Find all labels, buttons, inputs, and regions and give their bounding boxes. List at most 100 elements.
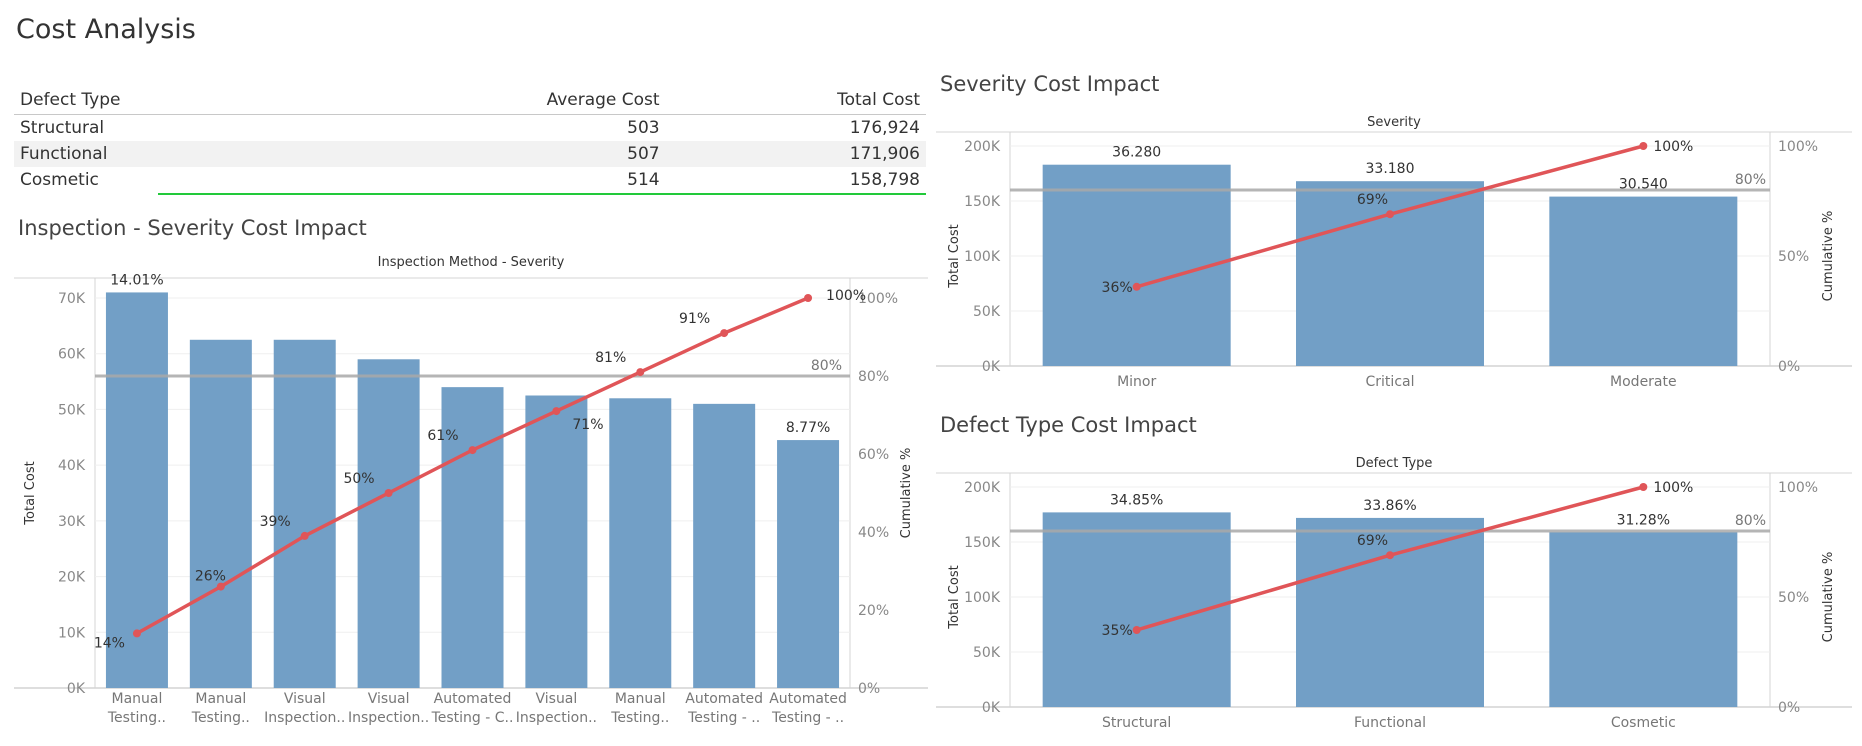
cumulative-point bbox=[804, 294, 813, 302]
bar-data-label: 33.86% bbox=[1363, 498, 1416, 514]
section-title-inspection: Inspection - Severity Cost Impact bbox=[18, 216, 367, 240]
cumulative-point bbox=[1639, 142, 1648, 150]
table-row[interactable]: Cosmetic 514 158,798 bbox=[14, 167, 926, 193]
table-cell-average-cost: 503 bbox=[627, 118, 660, 138]
table-cell-total-cost: 158,798 bbox=[849, 170, 920, 190]
category-label: Inspection.. bbox=[348, 710, 429, 726]
y2-tick-label: 40% bbox=[858, 525, 889, 541]
y2-axis-title: Cumulative % bbox=[899, 448, 914, 539]
pareto-chart-severity[interactable]: Severity 0K 50K 100K 150K 200K 0% 50% 100% Total … bbox=[936, 115, 1852, 390]
table-header-row: Defect Type Average Cost Total Cost bbox=[14, 86, 926, 115]
category-label: Visual bbox=[535, 691, 577, 707]
y2-tick-label: 100% bbox=[858, 291, 898, 307]
bar bbox=[441, 387, 504, 688]
cumulative-point bbox=[468, 446, 477, 455]
column-header-defect-type[interactable]: Defect Type bbox=[14, 86, 323, 115]
table-cell-total-cost: 176,924 bbox=[849, 118, 920, 138]
category-label: Critical bbox=[1366, 374, 1415, 390]
table-row[interactable]: Structural 503 176,924 bbox=[14, 115, 926, 142]
y2-tick-label: 0% bbox=[858, 681, 880, 697]
cumulative-point bbox=[636, 368, 645, 377]
y-tick-label: 100K bbox=[964, 590, 1001, 606]
category-label: Automated bbox=[769, 691, 847, 707]
cumulative-label: 50% bbox=[343, 471, 374, 487]
category-label: Structural bbox=[1102, 715, 1171, 731]
bar bbox=[357, 359, 420, 688]
y-tick-label: 60K bbox=[58, 347, 86, 363]
cumulative-label: 61% bbox=[427, 428, 458, 444]
cumulative-point bbox=[1132, 282, 1141, 291]
y-tick-label: 50K bbox=[973, 304, 1001, 320]
cumulative-label: 100% bbox=[826, 288, 866, 304]
y2-tick-label: 0% bbox=[1778, 359, 1800, 375]
bar bbox=[693, 403, 756, 688]
cumulative-point bbox=[720, 329, 729, 338]
cumulative-label: 14% bbox=[94, 635, 125, 651]
cumulative-label: 35% bbox=[1102, 623, 1133, 639]
y-tick-label: 200K bbox=[964, 139, 1001, 155]
y-tick-label: 0K bbox=[67, 681, 86, 697]
pareto-chart-defect-type[interactable]: Defect Type 0K 50K 100K 150K 200K 0% 50% 100% Tot… bbox=[936, 456, 1852, 731]
bar bbox=[273, 339, 336, 688]
column-header-total-cost[interactable]: Total Cost bbox=[665, 86, 926, 115]
y2-tick-label: 100% bbox=[1778, 480, 1818, 496]
cumulative-label: 71% bbox=[572, 417, 603, 433]
bar-data-label: 14.01% bbox=[110, 272, 163, 288]
category-label: Visual bbox=[284, 691, 326, 707]
y-axis-title: Total Cost bbox=[23, 461, 38, 525]
table-cell-defect-type: Functional bbox=[14, 141, 323, 167]
cumulative-point bbox=[1639, 483, 1648, 491]
category-label: Manual bbox=[195, 691, 246, 707]
cumulative-point bbox=[552, 407, 561, 416]
bar-data-label: 36.280 bbox=[1112, 145, 1161, 161]
cumulative-label: 36% bbox=[1102, 280, 1133, 296]
y2-axis-title: Cumulative % bbox=[1821, 552, 1836, 643]
bar bbox=[1296, 181, 1484, 366]
cumulative-point bbox=[1386, 210, 1394, 219]
y-tick-label: 100K bbox=[964, 249, 1001, 265]
y-tick-label: 70K bbox=[58, 291, 86, 307]
bar bbox=[1042, 164, 1231, 366]
bar bbox=[1296, 517, 1484, 707]
bar-data-label: 34.85% bbox=[1110, 492, 1163, 508]
table-cell-total-cost: 171,906 bbox=[665, 141, 926, 167]
category-label: Automated bbox=[434, 691, 512, 707]
pareto-chart-inspection[interactable]: Inspection Method - Severity 0K 10K 20K 30K 4… bbox=[14, 255, 928, 726]
cumulative-label: 39% bbox=[260, 514, 291, 530]
bar bbox=[1549, 196, 1738, 366]
y-tick-label: 150K bbox=[964, 194, 1001, 210]
table-row[interactable]: Functional 507 171,906 bbox=[14, 141, 926, 167]
cumulative-label: 91% bbox=[679, 311, 710, 327]
reference-line-label: 80% bbox=[1735, 172, 1766, 188]
category-label: Visual bbox=[368, 691, 410, 707]
category-label: Cosmetic bbox=[1611, 715, 1676, 731]
y2-tick-label: 50% bbox=[1778, 590, 1809, 606]
column-header-average-cost[interactable]: Average Cost bbox=[322, 86, 666, 115]
section-title-defect-type: Defect Type Cost Impact bbox=[940, 413, 1197, 437]
category-label: Manual bbox=[615, 691, 666, 707]
y2-tick-label: 80% bbox=[858, 369, 889, 385]
cumulative-point bbox=[132, 629, 141, 638]
bar-data-label: 31.28% bbox=[1617, 512, 1670, 528]
cumulative-label: 69% bbox=[1357, 533, 1388, 549]
category-label: Moderate bbox=[1610, 374, 1677, 390]
bar bbox=[777, 440, 840, 688]
category-label: Inspection.. bbox=[264, 710, 345, 726]
y2-tick-label: 50% bbox=[1778, 249, 1809, 265]
y-tick-label: 200K bbox=[964, 480, 1001, 496]
category-label: Testing.. bbox=[107, 710, 166, 726]
y2-tick-label: 0% bbox=[1778, 700, 1800, 716]
cumulative-label: 81% bbox=[595, 350, 626, 366]
category-label: Manual bbox=[112, 691, 163, 707]
chart-title: Defect Type bbox=[1356, 456, 1433, 471]
chart-title: Severity bbox=[1367, 115, 1421, 130]
cumulative-label: 26% bbox=[195, 569, 226, 585]
cumulative-point bbox=[384, 489, 393, 497]
selection-highlight-line bbox=[158, 193, 926, 195]
cumulative-point bbox=[216, 582, 225, 591]
section-title-severity: Severity Cost Impact bbox=[940, 72, 1160, 96]
bar bbox=[189, 339, 252, 688]
reference-line-label: 80% bbox=[811, 358, 842, 374]
y-tick-label: 20K bbox=[58, 570, 86, 586]
y-tick-label: 30K bbox=[58, 514, 86, 530]
